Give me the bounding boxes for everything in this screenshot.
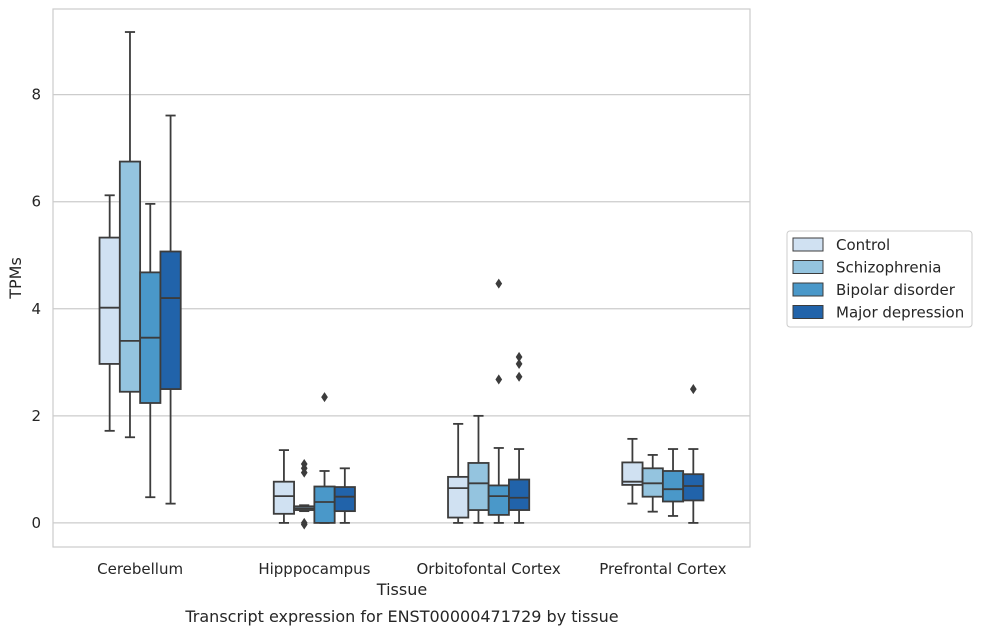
legend-frame	[786, 230, 973, 328]
y-tick-label: 8	[31, 86, 41, 104]
outlier-point	[515, 351, 523, 363]
y-tick-label: 0	[31, 514, 41, 532]
box-body	[467, 462, 490, 511]
legend-label: Schizophrenia	[836, 259, 941, 277]
box-body	[272, 480, 295, 515]
box	[313, 392, 336, 524]
box	[272, 449, 295, 524]
legend-label: Control	[836, 236, 890, 254]
y-axis-label: TPMs	[6, 257, 25, 300]
box-body	[661, 470, 685, 503]
outlier-point	[300, 519, 308, 530]
box	[487, 278, 510, 524]
x-tick-label: Orbitofontal Cortex	[417, 560, 561, 578]
outlier-point	[300, 467, 308, 478]
box-body	[118, 160, 142, 393]
chart-caption: Transcript expression for ENST0000047172…	[184, 607, 618, 626]
outlier-point	[515, 371, 523, 382]
box-body	[313, 485, 336, 524]
box-body	[98, 236, 121, 365]
box-body	[487, 484, 510, 516]
box-body	[682, 473, 705, 502]
x-tick-label: Hipppocampus	[258, 560, 370, 578]
box	[641, 454, 664, 513]
box-body	[508, 478, 531, 511]
legend-swatch	[792, 237, 824, 252]
box	[447, 422, 470, 524]
outlier-point	[515, 358, 523, 369]
x-tick-labels: Cerebellum Hipppocampus Orbitofontal Corte…	[97, 560, 726, 578]
box-body	[159, 250, 182, 390]
box	[139, 202, 162, 499]
y-tick-label: 6	[31, 193, 41, 211]
x-tick-label: Cerebellum	[97, 560, 183, 578]
plot-area	[98, 31, 705, 530]
box	[661, 448, 685, 517]
legend-swatch	[792, 260, 824, 274]
box	[621, 437, 644, 505]
box	[98, 194, 121, 432]
legend-label: Bipolar disorder	[836, 281, 956, 299]
y-tick-label: 2	[31, 407, 41, 425]
box	[682, 384, 705, 524]
outlier-point	[495, 278, 503, 289]
y-tick-label: 4	[31, 300, 41, 318]
outlier-point	[495, 374, 503, 385]
box	[118, 31, 142, 439]
legend: Control Schizophrenia Bipolar disorder Majo…	[786, 230, 973, 328]
outlier-point	[689, 384, 697, 395]
outlier-point	[321, 392, 328, 403]
x-axis-label: Tissue	[376, 580, 427, 599]
legend-swatch	[792, 305, 824, 319]
box	[333, 467, 356, 524]
box	[467, 414, 490, 524]
box-body	[333, 486, 356, 513]
x-tick-label: Prefrontal Cortex	[599, 560, 726, 578]
box	[508, 351, 531, 524]
box	[293, 458, 316, 530]
y-tick-labels: 0 2 4 6 8	[31, 86, 41, 532]
legend-swatch	[792, 282, 824, 297]
box-body	[447, 475, 470, 519]
legend-label: Major depression	[836, 304, 964, 322]
box	[159, 114, 182, 505]
plot-frame	[52, 8, 751, 548]
